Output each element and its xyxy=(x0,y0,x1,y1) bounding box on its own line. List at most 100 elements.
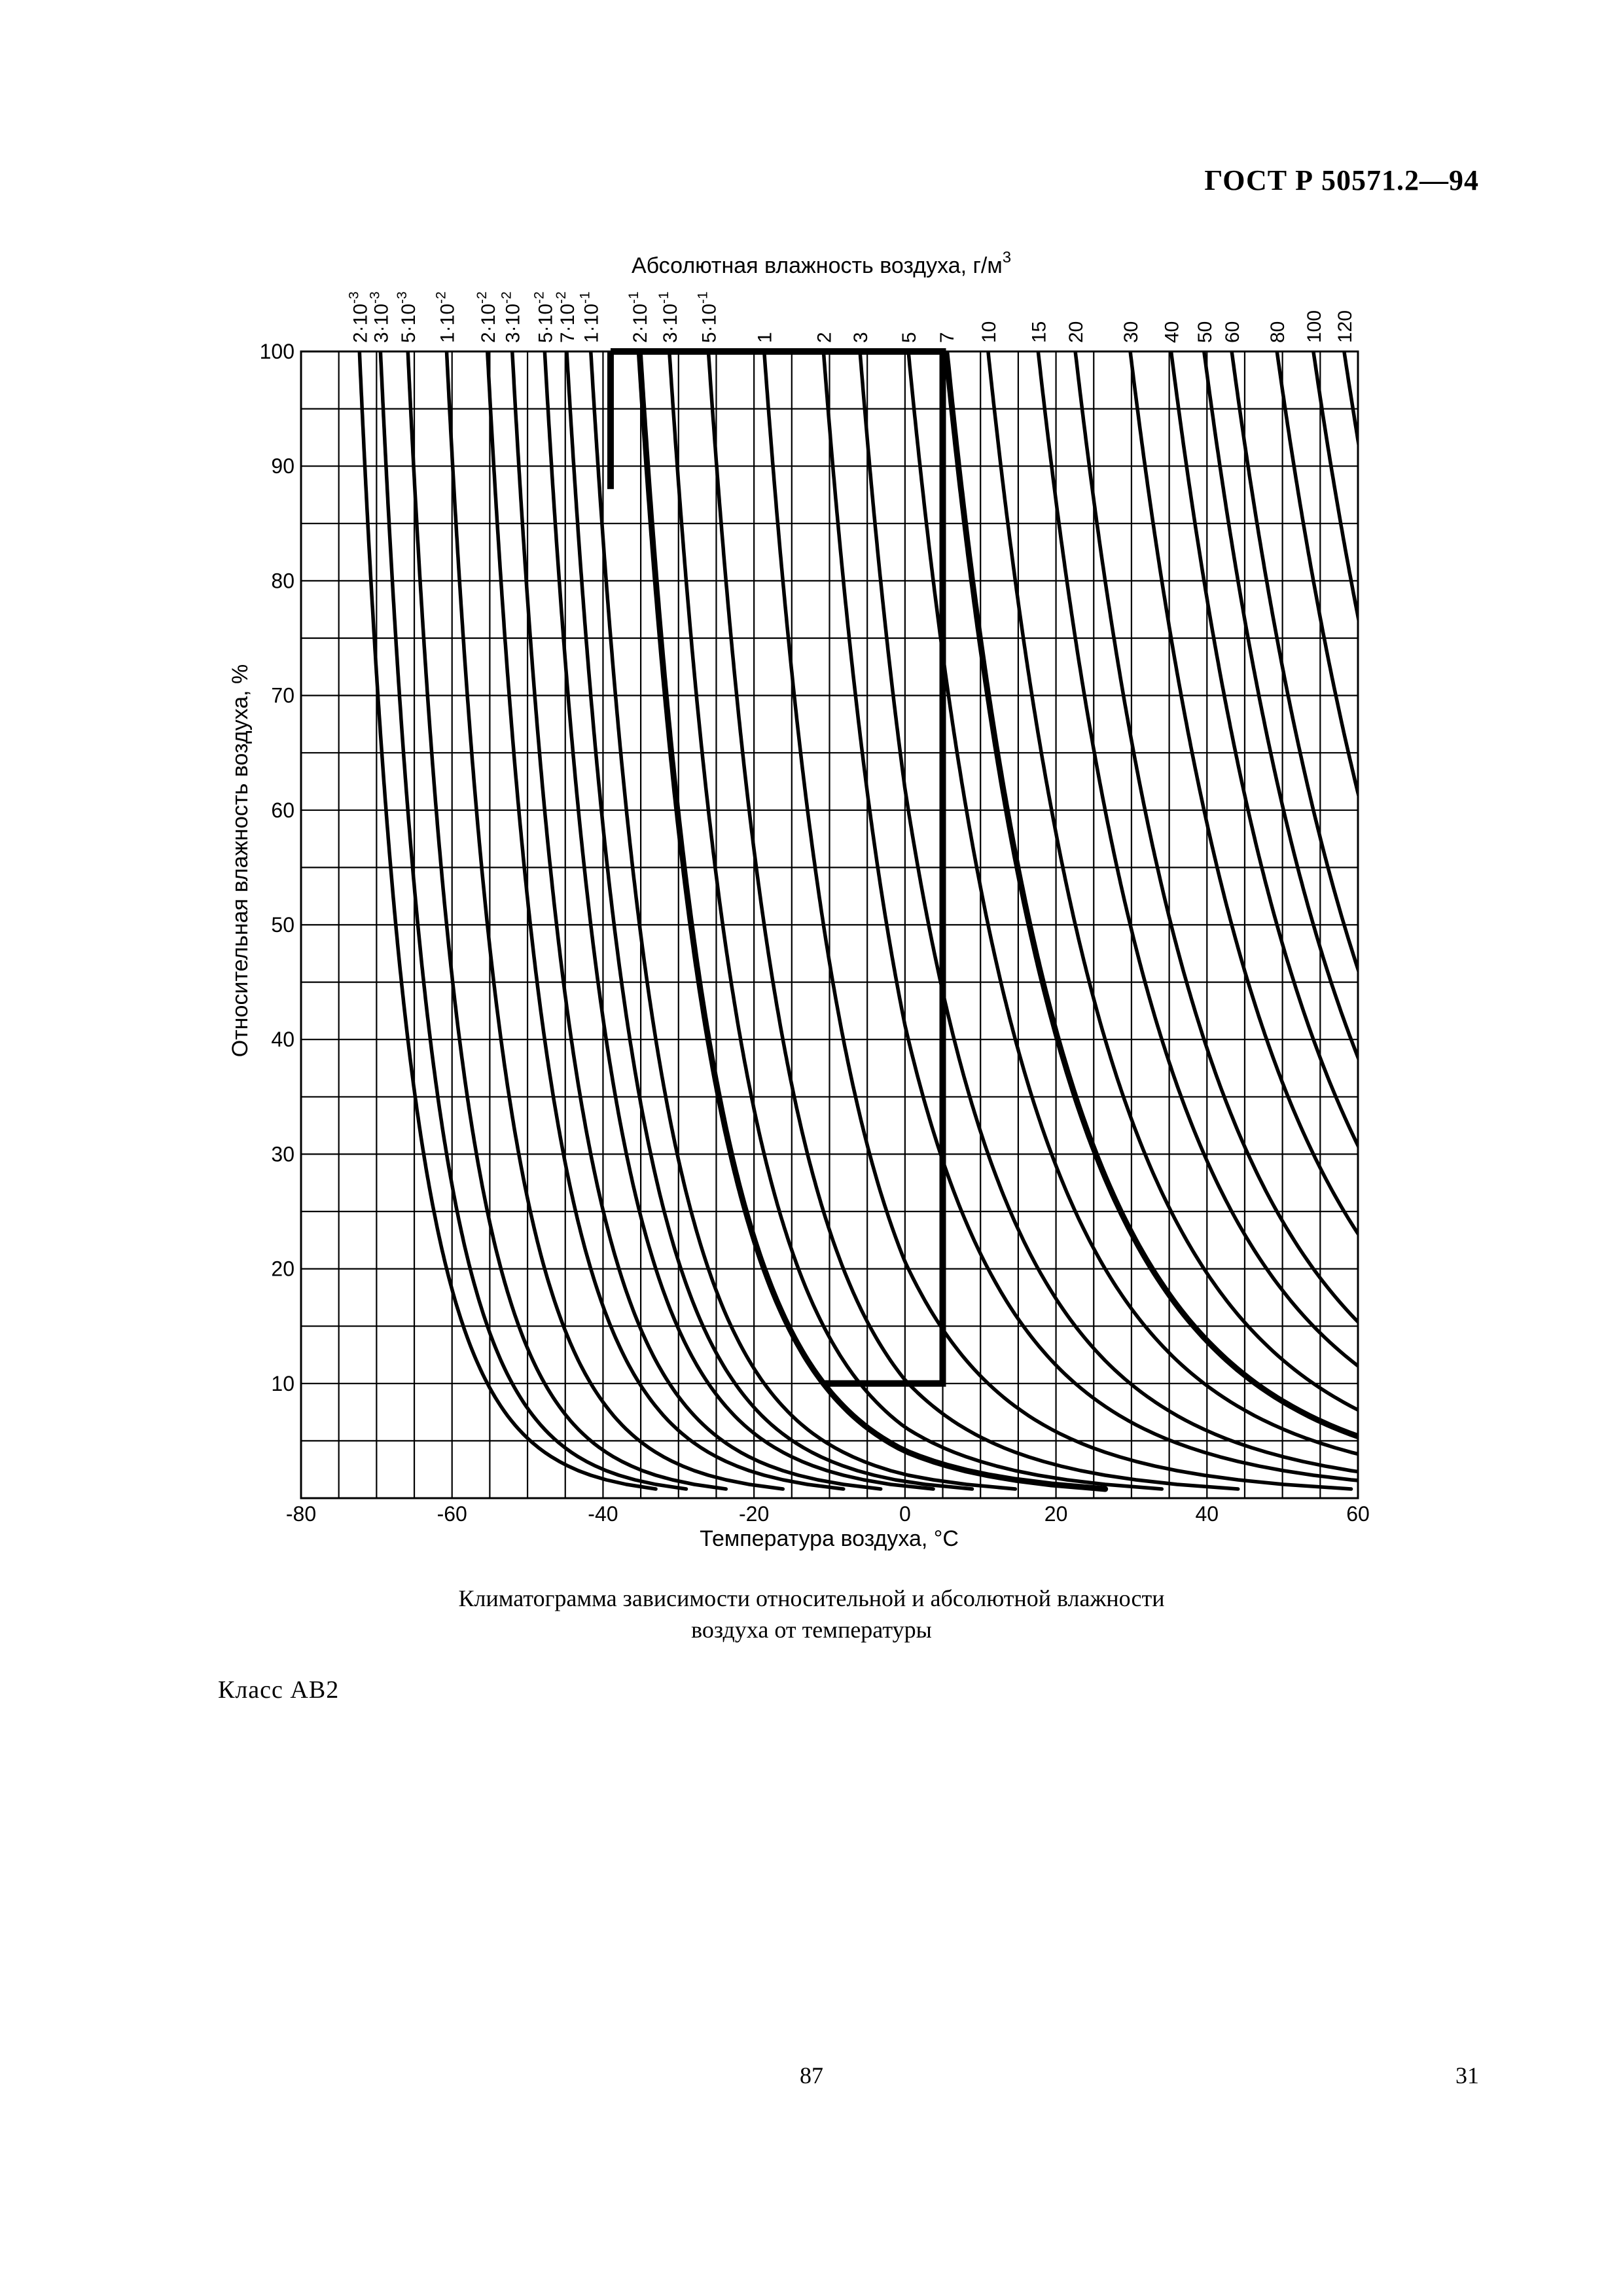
class-label: Класс АВ2 xyxy=(218,1676,340,1704)
y-tick-label: 30 xyxy=(271,1142,294,1166)
absolute-humidity-curve xyxy=(858,351,1358,1474)
curve-label: 1 xyxy=(755,332,776,343)
absolute-humidity-curve xyxy=(406,351,728,1491)
absolute-humidity-curve xyxy=(821,351,1358,1482)
absolute-humidity-curve xyxy=(1169,351,1358,1150)
absolute-humidity-curve xyxy=(762,351,1353,1491)
absolute-humidity-curve xyxy=(1275,351,1358,800)
curve-label: 1·10-1 xyxy=(578,291,603,343)
absolute-humidity-curve xyxy=(1073,351,1358,1325)
curve-label: 5·10-1 xyxy=(695,291,720,343)
absolute-humidity-curve xyxy=(357,351,658,1491)
svg-text:2·10-2: 2·10-2 xyxy=(474,291,499,343)
curve-label: 5 xyxy=(899,332,920,343)
absolute-humidity-curve xyxy=(565,351,974,1491)
class-region-boundary xyxy=(611,348,946,1387)
absolute-humidity-curve xyxy=(986,351,1358,1412)
svg-text:7·10-2: 7·10-2 xyxy=(554,291,579,343)
x-tick-label: 20 xyxy=(1044,1502,1068,1526)
absolute-humidity-curve xyxy=(378,351,688,1491)
curve-label: 2·10-1 xyxy=(626,291,651,343)
absolute-humidity-curve xyxy=(486,351,846,1491)
curve-label: 40 xyxy=(1162,321,1183,343)
axis-labels: -80 -60 -40 -20 0 20 40 60 10 20 30 40 50 60 70 80 90 100 xyxy=(260,340,1370,1526)
svg-text:50: 50 xyxy=(1194,321,1216,343)
y-tick-label: 90 xyxy=(271,454,294,478)
svg-text:20: 20 xyxy=(1065,321,1087,343)
curve-label: 2·10-3 xyxy=(346,291,371,343)
curve-label: 15 xyxy=(1028,321,1050,343)
curve-label: 10 xyxy=(978,321,1000,343)
x-tick-label: -60 xyxy=(437,1502,467,1526)
curve-label: 3·10-3 xyxy=(367,291,392,343)
y-tick-label: 50 xyxy=(271,913,294,937)
svg-text:1·10-1: 1·10-1 xyxy=(578,291,603,343)
y-tick-label: 70 xyxy=(271,684,294,708)
absolute-humidity-curve xyxy=(906,351,1358,1456)
absolute-humidity-curve xyxy=(943,351,1358,1440)
curve-label: 60 xyxy=(1222,321,1243,343)
class-region-outline xyxy=(607,348,946,1387)
document-header: ГОСТ Р 50571.2—94 xyxy=(1204,164,1479,196)
y-axis-title: Относительная влажность воздуха, % xyxy=(228,664,253,1058)
svg-text:5·10-3: 5·10-3 xyxy=(395,291,419,343)
curve-label: 3 xyxy=(850,332,872,343)
svg-text:1·10-2: 1·10-2 xyxy=(434,291,459,343)
curve-label: 5·10-3 xyxy=(395,291,419,343)
top-axis-title: Абсолютная влажность воздуха, г/м3 xyxy=(632,249,1011,278)
svg-text:100: 100 xyxy=(1304,310,1325,343)
svg-text:1: 1 xyxy=(755,332,776,343)
curve-label: 80 xyxy=(1267,321,1289,343)
curve-label: 30 xyxy=(1120,321,1142,343)
absolute-humidity-curves xyxy=(357,351,1358,1492)
svg-text:5·10-2: 5·10-2 xyxy=(531,291,556,343)
svg-text:3: 3 xyxy=(850,332,872,343)
svg-text:120: 120 xyxy=(1334,310,1356,343)
climatogram-chart: -80 -60 -40 -20 0 20 40 60 10 20 30 40 50 60 70 80 90 100… xyxy=(228,249,1370,1551)
svg-text:7: 7 xyxy=(936,332,958,343)
absolute-humidity-curve xyxy=(1128,351,1358,1237)
caption-line-2: воздуха от температуры xyxy=(691,1617,932,1643)
curve-label: 2·10-2 xyxy=(474,291,499,343)
svg-text:5: 5 xyxy=(899,332,920,343)
x-tick-label: -80 xyxy=(286,1502,316,1526)
absolute-humidity-curve xyxy=(1036,351,1358,1369)
x-tick-label: 60 xyxy=(1346,1502,1370,1526)
x-tick-label: -20 xyxy=(739,1502,769,1526)
svg-text:30: 30 xyxy=(1120,321,1142,343)
svg-text:5·10-1: 5·10-1 xyxy=(695,291,720,343)
svg-text:2·10-3: 2·10-3 xyxy=(346,291,371,343)
x-axis-title: Температура воздуха, °С xyxy=(700,1526,959,1551)
curve-label: 5·10-2 xyxy=(531,291,556,343)
absolute-humidity-curve xyxy=(668,351,1164,1491)
curve-label: 120 xyxy=(1334,310,1356,343)
absolute-humidity-curve xyxy=(1202,351,1358,1062)
x-tick-label: 0 xyxy=(899,1502,911,1526)
svg-text:3·10-3: 3·10-3 xyxy=(367,291,392,343)
svg-text:15: 15 xyxy=(1028,321,1050,343)
absolute-humidity-curve xyxy=(1342,351,1358,452)
y-tick-label: 10 xyxy=(271,1372,294,1395)
svg-text:3·10-1: 3·10-1 xyxy=(656,291,681,343)
y-tick-label: 100 xyxy=(260,340,294,363)
y-tick-label: 60 xyxy=(271,798,294,822)
curve-label: 2 xyxy=(813,332,835,343)
page-number-center: 87 xyxy=(800,2062,823,2089)
absolute-humidity-curve xyxy=(588,351,1018,1491)
page-number-right: 31 xyxy=(1455,2062,1479,2089)
absolute-humidity-curve xyxy=(510,351,883,1491)
absolute-humidity-curve xyxy=(444,351,785,1491)
curve-label: 20 xyxy=(1065,321,1087,343)
svg-text:40: 40 xyxy=(1162,321,1183,343)
absolute-humidity-curve xyxy=(706,351,1240,1491)
absolute-humidity-curve xyxy=(543,351,935,1491)
x-tick-label: 40 xyxy=(1195,1502,1219,1526)
svg-text:10: 10 xyxy=(978,321,1000,343)
y-tick-label: 40 xyxy=(271,1028,294,1051)
grid xyxy=(300,350,1359,1499)
svg-text:80: 80 xyxy=(1267,321,1289,343)
top-axis-curve-labels: 2·10-33·10-35·10-3 1·10-2 2·10-23·10-2 5·10… xyxy=(346,291,1356,343)
absolute-humidity-curve xyxy=(1311,351,1358,626)
curve-label: 7·10-2 xyxy=(554,291,579,343)
curve-label: 100 xyxy=(1304,310,1325,343)
